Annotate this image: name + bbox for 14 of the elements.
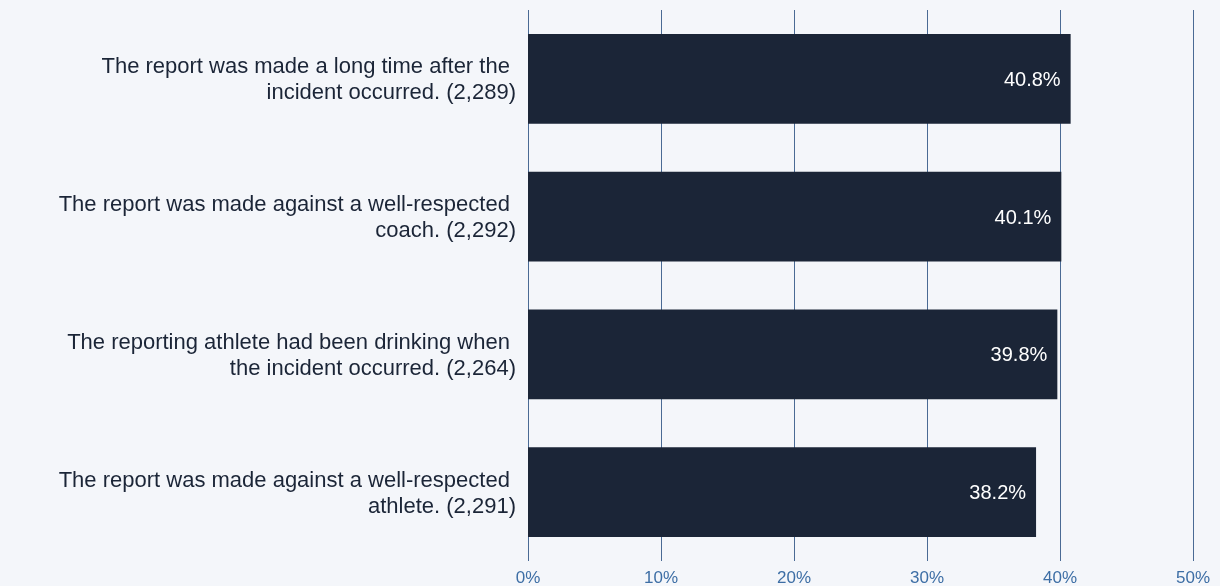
y-tick-label: The report was made against a well-respected coach. (2,292)	[58, 191, 516, 243]
x-tick-label: 0%	[515, 568, 541, 586]
x-tick-label: 30%	[909, 568, 945, 586]
data-label: 40.1%	[994, 205, 1052, 228]
y-tick-label: The reporting athlete had been drinking when the incident occurred. (2,264)	[67, 328, 516, 380]
data-label: 40.8%	[1003, 67, 1061, 90]
data-label: 38.2%	[969, 481, 1027, 504]
data-label: 39.8%	[990, 343, 1048, 366]
y-tick-label: The report was made a long time after the incident occurred. (2,289)	[101, 53, 516, 105]
x-tick-label: 10%	[643, 568, 679, 586]
x-tick-label: 50%	[1175, 568, 1211, 586]
x-tick-label: 20%	[776, 568, 812, 586]
x-tick-label: 40%	[1042, 568, 1078, 586]
y-tick-label: The report was made against a well-respected athlete. (2,291)	[58, 466, 516, 518]
